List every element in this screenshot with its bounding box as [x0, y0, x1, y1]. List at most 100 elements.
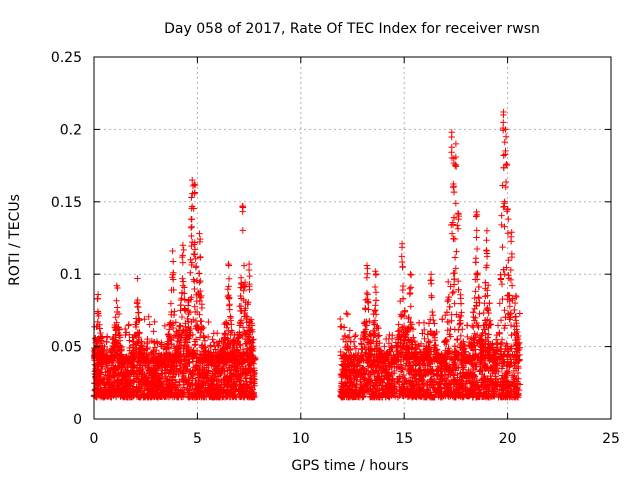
data-point	[150, 328, 157, 335]
data-point	[126, 344, 133, 352]
data-point	[139, 371, 146, 378]
data-point	[195, 270, 203, 277]
data-point	[506, 303, 514, 310]
data-point	[191, 246, 199, 253]
data-point	[210, 330, 217, 337]
data-point	[170, 286, 177, 294]
data-point	[119, 361, 127, 368]
data-point	[220, 344, 227, 352]
data-point	[504, 368, 512, 376]
data-point	[139, 362, 146, 369]
data-point	[197, 318, 204, 325]
data-point	[185, 350, 193, 358]
data-point	[381, 343, 388, 350]
data-point	[471, 330, 478, 338]
data-point	[498, 280, 506, 288]
data-point	[114, 350, 122, 357]
data-point	[187, 371, 195, 378]
data-point	[230, 373, 238, 380]
data-point	[450, 288, 457, 296]
data-point	[444, 318, 451, 326]
data-point	[159, 380, 167, 388]
data-point	[351, 333, 359, 340]
data-points	[90, 108, 524, 401]
data-point	[340, 383, 347, 391]
data-point	[111, 365, 119, 372]
data-point	[452, 265, 460, 272]
data-point	[169, 350, 176, 358]
data-point	[181, 378, 188, 385]
data-point	[161, 322, 169, 329]
data-point	[236, 322, 243, 329]
data-point	[197, 329, 204, 337]
data-point	[199, 352, 207, 359]
data-point	[386, 331, 393, 339]
data-point	[504, 296, 511, 303]
data-point	[122, 331, 129, 339]
data-point	[186, 379, 193, 386]
data-point	[225, 327, 232, 335]
data-point	[450, 270, 457, 277]
data-point	[167, 336, 174, 344]
data-point	[346, 327, 354, 334]
data-point	[407, 303, 414, 310]
data-point	[193, 308, 201, 316]
data-point	[106, 367, 113, 375]
data-point	[161, 369, 168, 377]
data-point	[215, 393, 223, 400]
data-point	[248, 342, 255, 350]
data-point	[241, 328, 248, 336]
data-point	[370, 333, 377, 341]
data-point	[150, 372, 158, 380]
data-point	[230, 341, 237, 349]
data-point	[239, 324, 247, 331]
data-point	[165, 380, 173, 387]
data-point	[219, 364, 226, 372]
data-point	[346, 378, 353, 386]
data-point	[153, 358, 160, 366]
data-point	[452, 200, 460, 207]
data-point	[185, 323, 192, 331]
data-point	[114, 359, 122, 366]
data-point	[179, 275, 186, 282]
data-point	[158, 341, 166, 348]
data-point	[176, 362, 184, 370]
data-point	[201, 337, 209, 345]
data-point	[189, 350, 196, 357]
data-point	[236, 333, 244, 340]
data-point	[115, 323, 122, 331]
data-point	[236, 386, 244, 393]
data-point	[115, 346, 123, 353]
data-point	[460, 366, 467, 373]
data-point	[249, 345, 257, 352]
data-point	[397, 313, 405, 320]
data-point	[371, 307, 378, 315]
data-point	[350, 352, 358, 360]
data-point	[129, 386, 136, 393]
data-point	[455, 364, 462, 371]
data-point	[248, 375, 256, 382]
data-point	[447, 333, 454, 340]
data-point	[367, 351, 375, 359]
data-point	[144, 344, 151, 352]
data-point	[124, 388, 132, 395]
data-point	[213, 382, 221, 390]
data-point	[425, 320, 433, 327]
data-point	[190, 316, 197, 323]
data-point	[494, 322, 502, 329]
data-point	[175, 357, 182, 364]
data-point	[366, 372, 374, 380]
data-point	[176, 341, 183, 349]
data-point	[447, 325, 454, 333]
data-point	[175, 331, 183, 338]
data-point	[136, 329, 143, 336]
data-point	[508, 282, 516, 289]
data-point	[185, 318, 192, 325]
data-point	[212, 346, 219, 353]
data-point	[229, 359, 236, 366]
data-point	[245, 299, 252, 306]
data-point	[212, 371, 219, 379]
data-point	[181, 305, 188, 312]
data-point	[212, 353, 219, 360]
data-point	[502, 342, 509, 350]
